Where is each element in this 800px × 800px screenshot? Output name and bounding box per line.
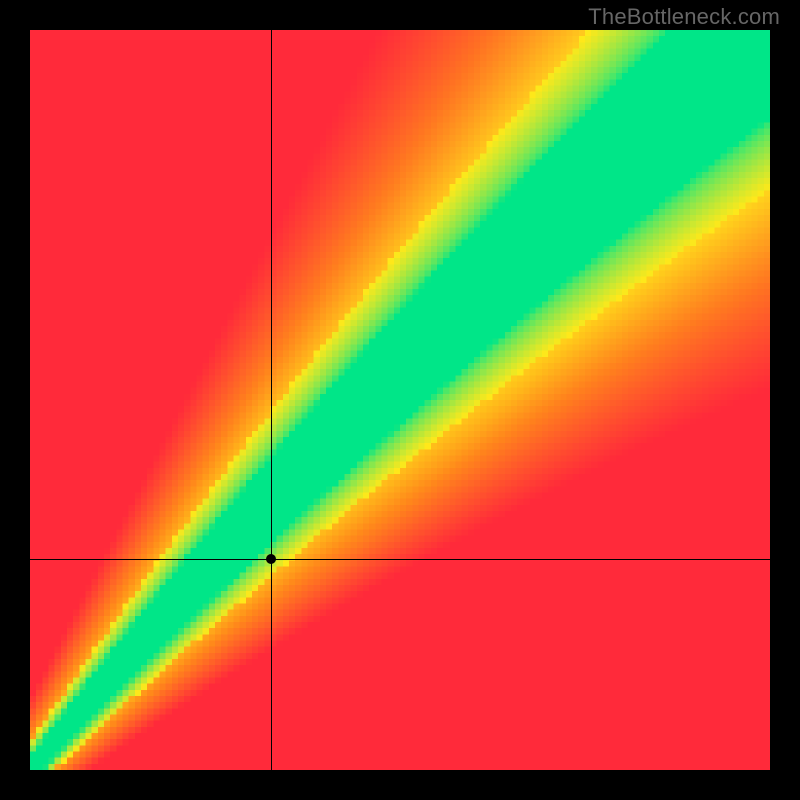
- watermark-text: TheBottleneck.com: [588, 4, 780, 30]
- heatmap-canvas: [30, 30, 770, 770]
- crosshair-horizontal: [30, 559, 770, 560]
- crosshair-vertical: [271, 30, 272, 770]
- plot-area: [30, 30, 770, 770]
- crosshair-marker: [266, 554, 276, 564]
- chart-container: TheBottleneck.com: [0, 0, 800, 800]
